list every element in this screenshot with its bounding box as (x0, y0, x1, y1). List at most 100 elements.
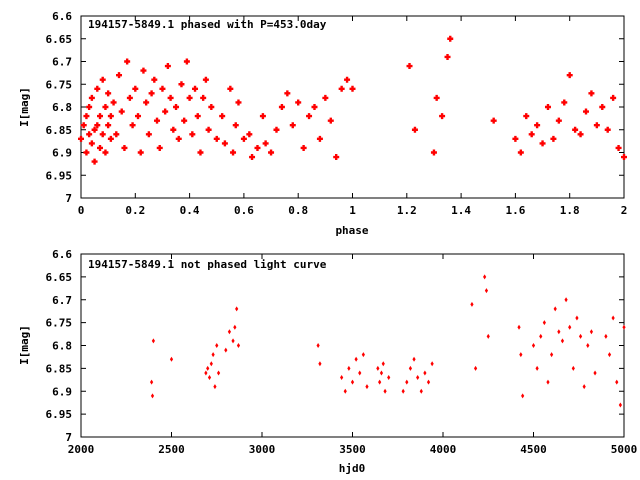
data-point (318, 361, 322, 367)
data-point (430, 149, 437, 156)
data-point (343, 388, 347, 394)
data-point (249, 154, 256, 161)
data-point (102, 104, 109, 110)
data-point (99, 131, 106, 138)
y-tick-label: 6.75 (46, 317, 73, 330)
data-point (535, 365, 539, 371)
data-point (401, 388, 405, 394)
data-point (561, 99, 568, 106)
data-point (405, 379, 409, 385)
data-point (99, 76, 106, 83)
y-tick-label: 7 (65, 431, 72, 444)
data-point (470, 301, 474, 307)
data-point (86, 104, 93, 110)
data-point (566, 72, 573, 79)
data-point (170, 126, 177, 133)
data-point (206, 365, 210, 371)
x-tick-label: 1.2 (397, 204, 417, 217)
y-tick-label: 7 (65, 192, 72, 205)
data-point (327, 117, 334, 124)
data-point (116, 72, 123, 79)
x-tick-label: 5000 (611, 443, 638, 456)
data-point (118, 108, 125, 115)
data-point (159, 85, 166, 92)
data-point (211, 352, 215, 358)
x-tick-label: 1.6 (505, 204, 525, 217)
data-point (423, 370, 427, 376)
data-point (615, 379, 619, 385)
data-point (322, 94, 329, 101)
data-point (121, 144, 128, 151)
x-tick-label: 2000 (68, 443, 95, 456)
plot-frame (80, 15, 625, 199)
data-point (289, 122, 296, 129)
chart-title: 194157-5849.1 not phased light curve (88, 258, 327, 271)
data-point (604, 333, 608, 339)
data-point (246, 131, 253, 138)
data-point (433, 94, 440, 101)
data-point (189, 131, 196, 138)
data-point (571, 365, 575, 371)
data-point (517, 149, 524, 156)
data-point (430, 361, 434, 367)
data-point (586, 343, 590, 348)
plot-frame (80, 253, 625, 438)
data-point (137, 149, 144, 156)
data-point (528, 131, 535, 138)
x-tick-label: 1.8 (560, 204, 580, 217)
y-axis-label: I[mag] (18, 325, 31, 365)
y-tick-label: 6.9 (52, 385, 72, 398)
data-point (105, 122, 112, 129)
data-point (162, 108, 169, 115)
y-tick-label: 6.7 (52, 56, 72, 69)
data-point (208, 104, 215, 110)
data-point (126, 94, 133, 101)
data-point (347, 365, 351, 371)
data-point (582, 384, 586, 390)
data-point (88, 140, 95, 147)
data-point (550, 135, 557, 142)
data-point (333, 154, 340, 161)
x-tick-label: 0.2 (125, 204, 145, 217)
data-point (94, 85, 101, 92)
data-point (178, 81, 185, 88)
data-point (473, 365, 478, 371)
data-point (618, 402, 622, 408)
x-tick-label: 0.4 (180, 204, 200, 217)
data-point (557, 329, 561, 335)
data-point (105, 90, 112, 97)
data-point (227, 329, 232, 335)
axis-ticks: 0 0.2 0.4 0.6 0.8 1 1.2 1.4 1.6 1.8 2 6.6 6.65 6.7 6.7… (46, 10, 628, 217)
data-point (80, 122, 87, 129)
data-point (232, 122, 239, 129)
data-point (361, 352, 365, 358)
data-point (145, 131, 152, 138)
x-tick-label: 1 (349, 204, 356, 217)
data-point (216, 370, 221, 376)
data-point (589, 329, 594, 335)
data-point (419, 388, 423, 394)
data-point (219, 113, 226, 120)
data-point (124, 58, 131, 65)
data-point (447, 35, 454, 42)
data-point (205, 126, 212, 133)
data-point (338, 85, 345, 92)
chart-title: 194157-5849.1 phased with P=453.0day (88, 18, 327, 31)
phased-light-curve-chart: 194157-5849.1 phased with P=453.0day I[m… (18, 10, 627, 237)
data-point (539, 140, 546, 147)
data-point (378, 379, 382, 385)
data-point (578, 333, 583, 339)
data-point (97, 113, 104, 120)
data-point (490, 117, 497, 124)
y-tick-label: 6.8 (52, 101, 72, 114)
data-point (484, 288, 489, 294)
data-point (148, 90, 155, 97)
data-point (300, 144, 307, 151)
data-point (444, 53, 451, 60)
data-point (611, 315, 615, 321)
data-point (376, 365, 380, 371)
data-point (408, 365, 413, 371)
data-point (416, 375, 420, 381)
data-point (555, 117, 562, 124)
data-point (588, 90, 595, 97)
